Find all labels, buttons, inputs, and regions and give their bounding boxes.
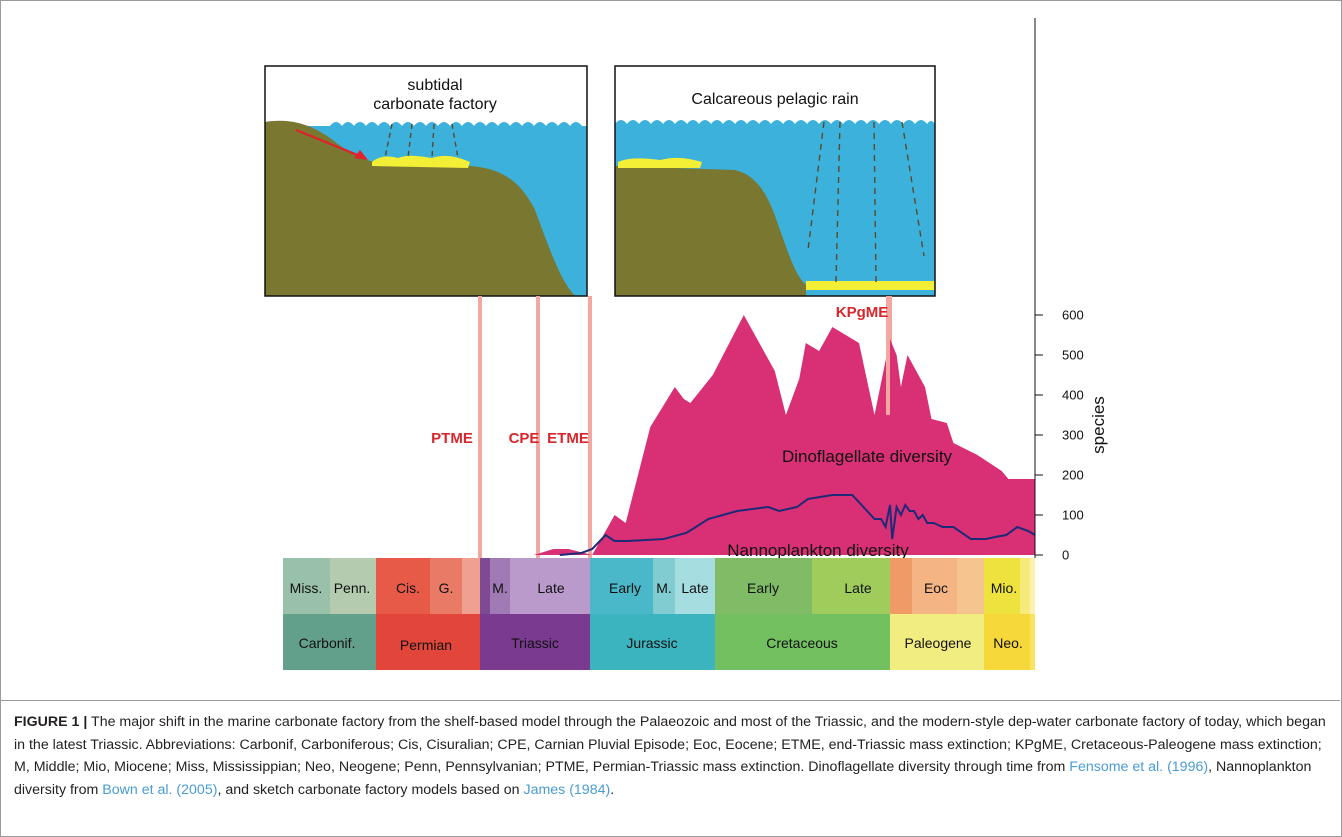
- settling-lines: [807, 121, 925, 283]
- event-label: ETME: [547, 430, 589, 447]
- series-label: Nannoplankton diversity: [727, 541, 909, 560]
- caption-text: , and sketch carbonate factory models ba…: [217, 781, 524, 798]
- figure-graphic: subtidal carbonate factory Calcareous pel…: [264, 18, 1108, 670]
- period-label: Neo.: [993, 635, 1023, 651]
- period-label: Cretaceous: [766, 635, 838, 651]
- subdivision-label: Late: [844, 580, 871, 596]
- citation-link[interactable]: James (1984): [523, 781, 611, 798]
- figure-caption: FIGURE 1 | The major shift in the marine…: [14, 711, 1330, 801]
- subdivision-row: [283, 558, 1035, 614]
- subdivision-label: Cis.: [396, 580, 420, 596]
- subdivision-label: Eoc: [924, 580, 948, 596]
- event-label: PTME: [431, 430, 473, 447]
- panel-border: [614, 65, 936, 297]
- deep-carbonate-deposit: [806, 281, 935, 290]
- pelagic-panel-label: Calcareous pelagic rain: [691, 91, 858, 108]
- citation-link[interactable]: Bown et al. (2005): [102, 781, 218, 798]
- nannoplankton-line: [559, 494, 1036, 556]
- subdivision-label: G.: [439, 580, 454, 596]
- period-label: Carbonif.: [299, 635, 356, 651]
- event-label: CPE: [509, 430, 540, 447]
- caption-text: .: [610, 781, 615, 798]
- period-row: [283, 614, 1035, 670]
- shelf-panel-label: subtidal carbonate factory: [373, 77, 497, 113]
- diversity-chart: PTME CPE ETME KPgME Dinoflagellate diversity…: [431, 18, 1108, 563]
- carbonate-deposit: [618, 157, 702, 168]
- subdivision-label: M.: [492, 580, 508, 596]
- geologic-timescale: Miss. Penn. Cis. G. M. Late Early M. Lat…: [283, 558, 1035, 670]
- arrow-shaft: [295, 128, 361, 158]
- y-tick-label: 600: [1062, 308, 1084, 323]
- subdivision-label: Late: [681, 580, 708, 596]
- wave-crests: [615, 120, 935, 132]
- subdivision-label: Early: [609, 580, 641, 596]
- timescale-labels: Miss. Penn. Cis. G. M. Late Early M. Lat…: [290, 580, 1023, 653]
- arrow-head: [354, 150, 368, 160]
- y-tick-label: 500: [1062, 348, 1084, 363]
- y-tick-label: 300: [1062, 428, 1084, 443]
- y-tick-label: 100: [1062, 508, 1084, 523]
- citation-link[interactable]: Fensome et al. (1996): [1069, 759, 1209, 776]
- panel-border: [264, 65, 588, 297]
- y-tick-label: 200: [1062, 468, 1084, 483]
- period-label: Jurassic: [626, 635, 677, 651]
- y-axis-label: species: [1089, 396, 1108, 454]
- event-label: KPgME: [836, 304, 889, 321]
- subdivision-label: Late: [537, 580, 564, 596]
- shelf-land: [615, 166, 806, 296]
- period-label: Paleogene: [905, 635, 972, 651]
- series-label: Dinoflagellate diversity: [782, 447, 953, 466]
- caption-text: , Nannoplankton diversity from: [14, 759, 1312, 798]
- y-tick-label: 0: [1062, 548, 1069, 563]
- y-tick-label: 400: [1062, 388, 1084, 403]
- subdivision-label: Mio.: [991, 580, 1017, 596]
- subdivision-label: Miss.: [290, 580, 323, 596]
- subdivision-label: Early: [747, 580, 779, 596]
- pelagic-model-panel: Calcareous pelagic rain: [614, 65, 936, 297]
- caption-separator: [0, 700, 1340, 701]
- sky: [615, 66, 935, 124]
- subdivision-label: Penn.: [334, 580, 371, 596]
- shelf-model-panel: subtidal carbonate factory: [264, 65, 588, 297]
- shelf-land: [265, 120, 575, 296]
- caption-text: The major shift in the marine carbonate …: [14, 714, 1326, 776]
- subdivision-label: M.: [656, 580, 672, 596]
- wave-crests: [330, 122, 587, 134]
- period-label: Triassic: [511, 635, 559, 651]
- sky: [265, 66, 587, 126]
- settling-lines: [384, 123, 459, 159]
- carbonate-deposit: [372, 155, 470, 168]
- dinoflagellate-area: [505, 315, 1035, 555]
- period-label: Permian: [400, 637, 452, 653]
- figure-label: FIGURE 1 |: [14, 714, 88, 730]
